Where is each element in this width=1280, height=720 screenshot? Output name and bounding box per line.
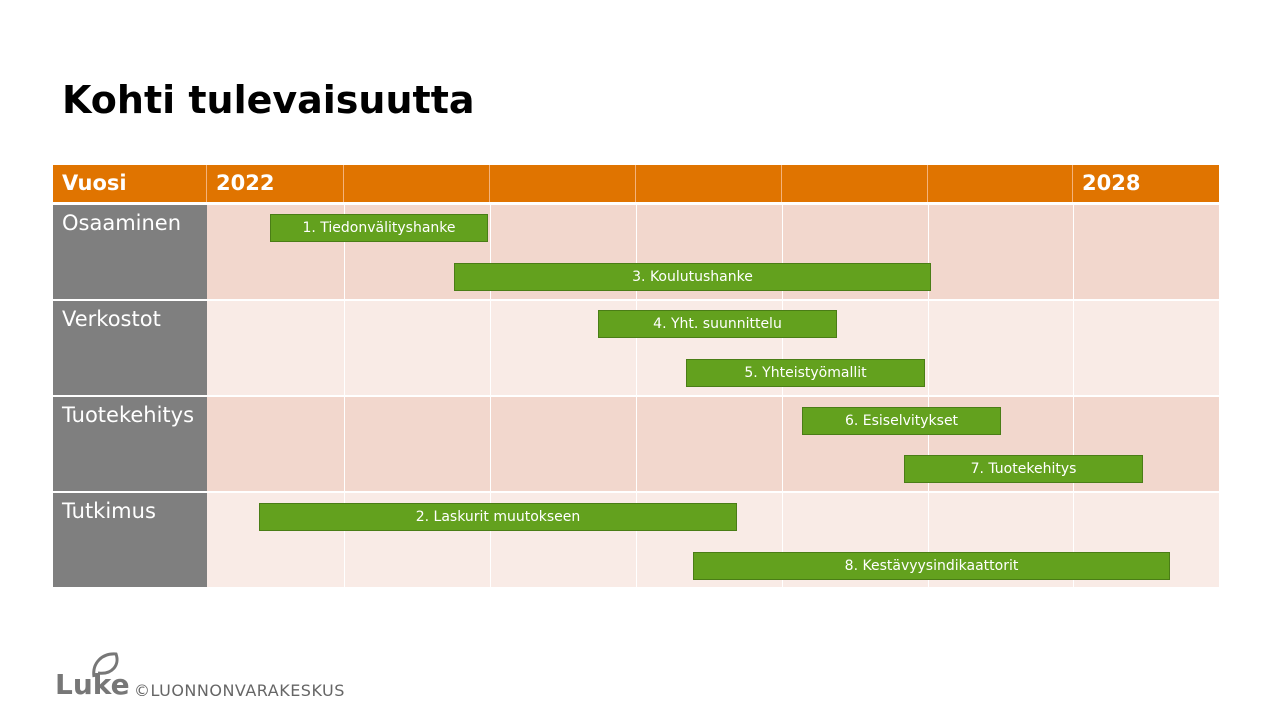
header-cell bbox=[782, 165, 928, 202]
column-line bbox=[344, 205, 345, 587]
logo: Luke bbox=[55, 668, 130, 701]
header-cell: 2022 bbox=[207, 165, 344, 202]
header-cell: Vuosi bbox=[53, 165, 207, 202]
copyright: ©LUONNONVARAKESKUS bbox=[134, 681, 345, 700]
header-cell bbox=[636, 165, 782, 202]
header-cell bbox=[344, 165, 490, 202]
column-line bbox=[1073, 205, 1074, 587]
task-bar: 8. Kestävyysindikaattorit bbox=[693, 552, 1170, 580]
header-cell bbox=[928, 165, 1073, 202]
task-bar: 7. Tuotekehitys bbox=[904, 455, 1143, 483]
task-bar: 6. Esiselvitykset bbox=[802, 407, 1001, 435]
title: Kohti tulevaisuutta bbox=[62, 78, 475, 122]
row-label: Tuotekehitys bbox=[53, 397, 207, 491]
task-bar: 5. Yhteistyömallit bbox=[686, 359, 925, 387]
column-line bbox=[782, 205, 783, 587]
task-bar: 4. Yht. suunnittelu bbox=[598, 310, 837, 338]
header-cell: 2028 bbox=[1073, 165, 1219, 202]
task-bar: 3. Koulutushanke bbox=[454, 263, 931, 291]
header-cell bbox=[490, 165, 636, 202]
column-line bbox=[928, 205, 929, 587]
row-label: Verkostot bbox=[53, 301, 207, 395]
task-bar: 1. Tiedonvälityshanke bbox=[270, 214, 488, 242]
row-label: Osaaminen bbox=[53, 205, 207, 299]
column-line bbox=[490, 205, 491, 587]
column-line bbox=[636, 205, 637, 587]
logo-leaf bbox=[92, 652, 119, 678]
row-label: Tutkimus bbox=[53, 493, 207, 587]
task-bar: 2. Laskurit muutokseen bbox=[259, 503, 737, 531]
